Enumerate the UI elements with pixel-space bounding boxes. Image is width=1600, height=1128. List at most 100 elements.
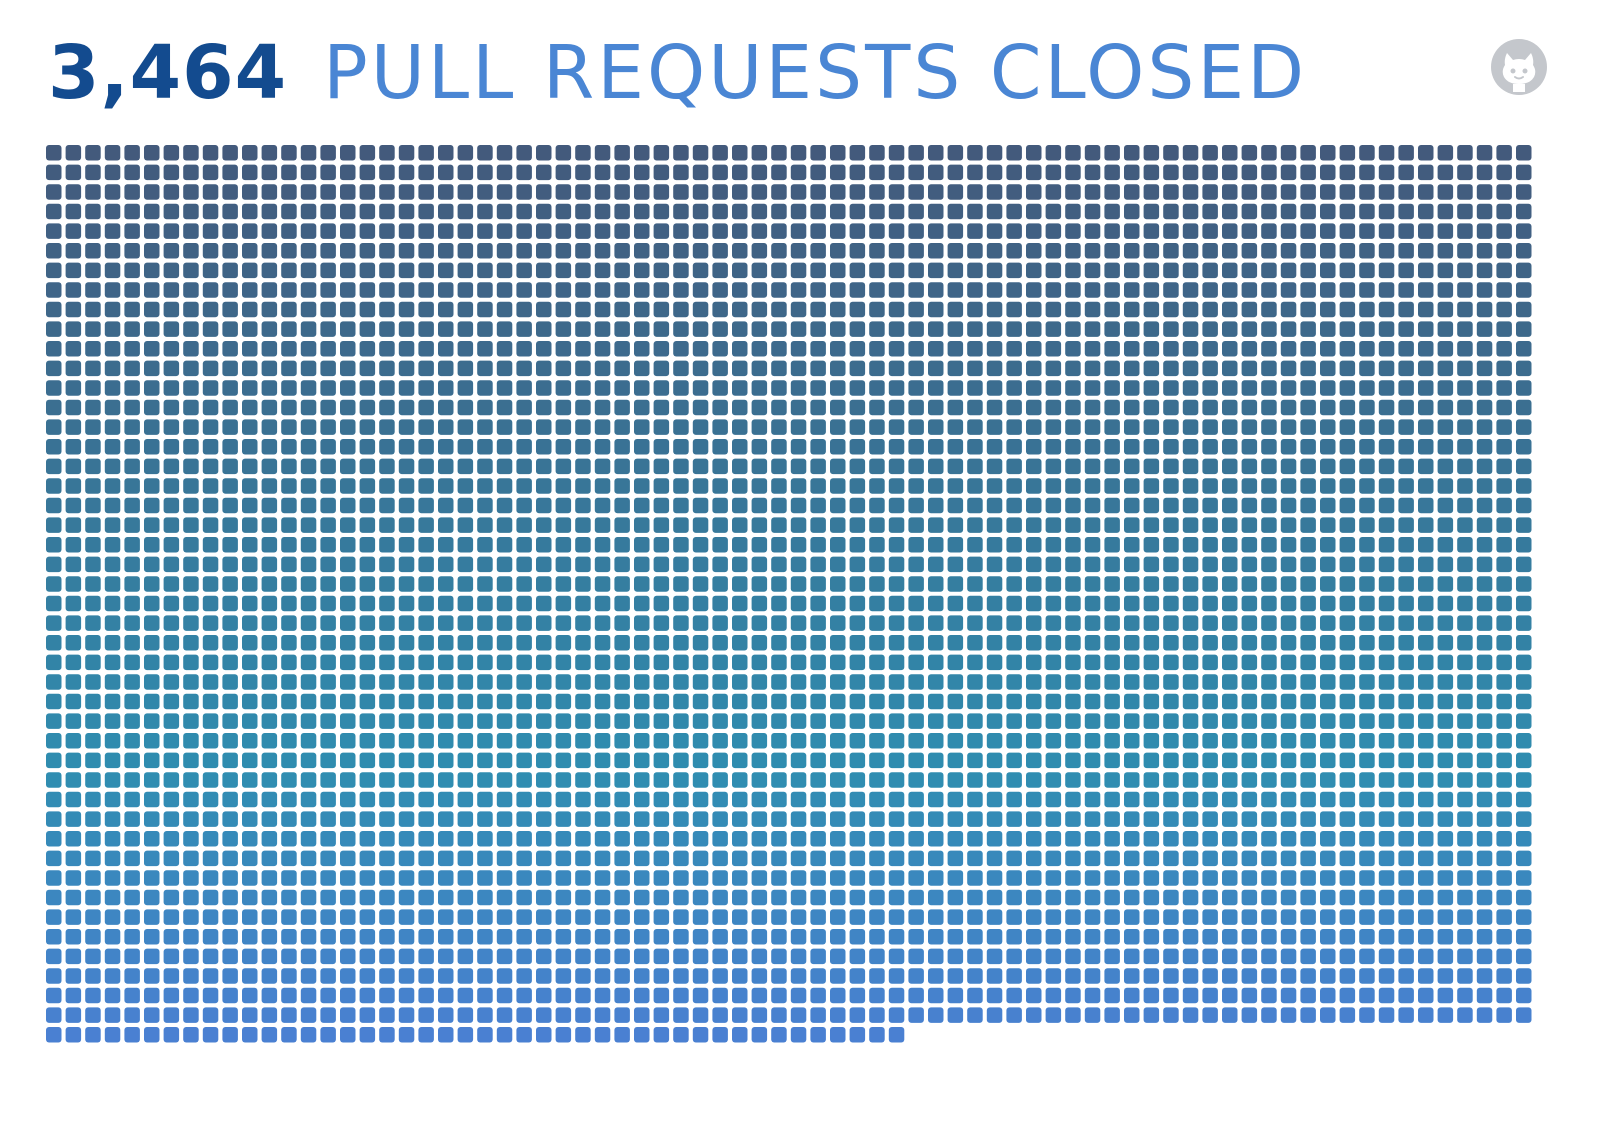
waffle-cell xyxy=(438,615,454,631)
waffle-cell xyxy=(555,850,572,867)
waffle-cell xyxy=(1418,497,1434,514)
waffle-cell xyxy=(46,458,62,475)
waffle-cell xyxy=(398,752,415,769)
waffle-cell xyxy=(1045,341,1062,357)
waffle-cell xyxy=(1163,968,1179,984)
waffle-cell xyxy=(1045,929,1062,945)
waffle-cell xyxy=(1124,713,1140,729)
waffle-cell xyxy=(888,831,905,847)
waffle-cell xyxy=(300,615,317,631)
waffle-cell xyxy=(692,850,709,867)
waffle-cell xyxy=(261,948,278,965)
waffle-cell xyxy=(1261,909,1277,925)
waffle-cell xyxy=(575,223,591,239)
waffle-cell xyxy=(1084,360,1101,377)
waffle-cell xyxy=(555,674,572,690)
waffle-cell xyxy=(261,713,278,729)
waffle-cell xyxy=(712,674,728,690)
waffle-cell xyxy=(790,850,807,867)
waffle-cell xyxy=(320,1027,336,1043)
waffle-cell xyxy=(124,439,140,455)
waffle-cell xyxy=(163,929,180,945)
waffle-cell xyxy=(830,203,846,220)
waffle-cell xyxy=(732,831,748,847)
waffle-cell xyxy=(1124,693,1140,710)
waffle-cell xyxy=(300,341,317,357)
waffle-cell xyxy=(810,262,826,279)
waffle-cell xyxy=(732,203,748,220)
waffle-cell xyxy=(1339,909,1356,925)
waffle-cell xyxy=(1280,497,1297,514)
waffle-cell xyxy=(438,458,454,475)
waffle-cell xyxy=(261,203,278,220)
waffle-cell xyxy=(183,654,199,671)
waffle-cell xyxy=(1437,282,1454,298)
waffle-cell xyxy=(1476,831,1493,847)
waffle-cell xyxy=(1457,948,1473,965)
waffle-cell xyxy=(46,576,62,592)
waffle-cell xyxy=(1124,791,1140,808)
waffle-cell xyxy=(1143,223,1160,239)
waffle-cell xyxy=(300,458,317,475)
waffle-cell xyxy=(653,145,670,161)
waffle-cell xyxy=(614,772,630,788)
waffle-cell xyxy=(1398,615,1414,631)
waffle-cell xyxy=(124,164,140,181)
waffle-cell xyxy=(986,968,1003,984)
waffle-cell xyxy=(830,929,846,945)
waffle-cell xyxy=(104,987,121,1004)
waffle-cell xyxy=(1378,360,1395,377)
waffle-cell xyxy=(888,791,905,808)
waffle-cell xyxy=(104,419,121,435)
waffle-cell xyxy=(457,497,474,514)
waffle-cell xyxy=(751,752,768,769)
waffle-cell xyxy=(202,537,219,553)
waffle-cell xyxy=(1300,595,1316,612)
waffle-cell xyxy=(124,360,140,377)
waffle-cell xyxy=(104,223,121,239)
waffle-cell xyxy=(1437,831,1454,847)
waffle-cell xyxy=(1045,537,1062,553)
waffle-cell xyxy=(359,870,376,886)
waffle-cell xyxy=(418,693,434,710)
waffle-cell xyxy=(1222,537,1238,553)
waffle-cell xyxy=(202,458,219,475)
waffle-cell xyxy=(477,987,493,1004)
waffle-cell xyxy=(575,654,591,671)
waffle-cell xyxy=(104,752,121,769)
waffle-cell xyxy=(46,635,62,651)
waffle-cell xyxy=(359,831,376,847)
waffle-cell xyxy=(1437,968,1454,984)
waffle-cell xyxy=(104,458,121,475)
waffle-cell xyxy=(830,968,846,984)
waffle-cell xyxy=(1320,145,1336,161)
waffle-cell xyxy=(65,909,82,925)
waffle-cell xyxy=(1418,850,1434,867)
waffle-cell xyxy=(438,517,454,533)
waffle-cell xyxy=(320,870,336,886)
waffle-cell xyxy=(751,576,768,592)
waffle-cell xyxy=(144,341,160,357)
waffle-cell xyxy=(65,968,82,984)
waffle-cell xyxy=(1280,145,1297,161)
waffle-cell xyxy=(477,223,493,239)
waffle-cell xyxy=(183,517,199,533)
waffle-cell xyxy=(1084,595,1101,612)
waffle-cell xyxy=(163,752,180,769)
waffle-cell xyxy=(1222,576,1238,592)
waffle-cell xyxy=(751,399,768,416)
waffle-cell xyxy=(849,203,866,220)
waffle-cell xyxy=(1339,145,1356,161)
waffle-cell xyxy=(1241,380,1258,396)
waffle-cell xyxy=(222,419,238,435)
waffle-cell xyxy=(1163,850,1179,867)
waffle-cell xyxy=(673,674,689,690)
waffle-cell xyxy=(594,419,611,435)
waffle-cell xyxy=(202,713,219,729)
waffle-cell xyxy=(614,478,630,494)
waffle-cell xyxy=(1320,537,1336,553)
waffle-cell xyxy=(1339,164,1356,181)
waffle-cell xyxy=(1124,380,1140,396)
waffle-cell xyxy=(1320,517,1336,533)
waffle-cell xyxy=(1359,282,1375,298)
